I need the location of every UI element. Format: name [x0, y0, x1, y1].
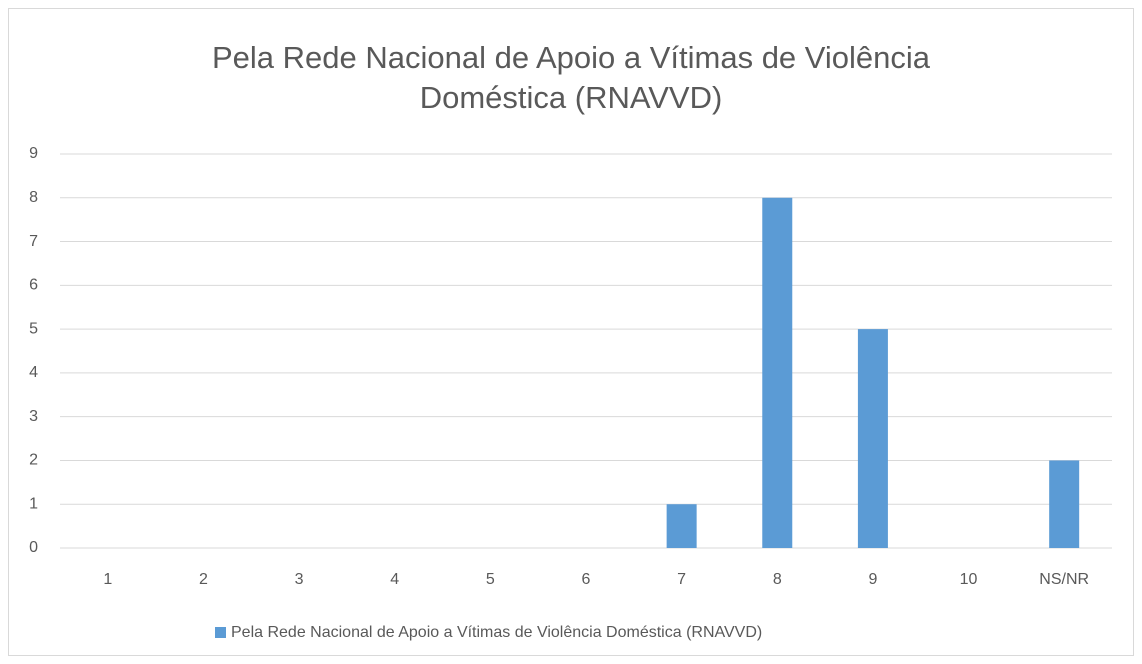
- x-tick-label: 9: [868, 571, 877, 588]
- y-tick-label: 9: [29, 145, 38, 162]
- x-tick-label: 1: [103, 571, 112, 588]
- y-tick-label: 8: [29, 189, 38, 206]
- bar: [1049, 460, 1080, 548]
- x-tick-label: 5: [486, 571, 495, 588]
- x-tick-label: NS/NR: [1039, 571, 1089, 588]
- x-tick-label: 8: [773, 571, 782, 588]
- x-tick-label: 4: [390, 571, 399, 588]
- bar: [762, 197, 793, 548]
- x-tick-label: 2: [199, 571, 208, 588]
- chart-title: Pela Rede Nacional de Apoio a Vítimas de…: [211, 40, 931, 115]
- x-tick-label: 3: [295, 571, 304, 588]
- legend-label: Pela Rede Nacional de Apoio a Vítimas de…: [231, 624, 762, 641]
- y-tick-label: 6: [29, 277, 38, 294]
- bar: [857, 329, 888, 548]
- chart-frame: [8, 8, 1134, 656]
- y-tick-label: 7: [29, 233, 38, 250]
- x-tick-label: 10: [960, 571, 978, 588]
- y-tick-label: 5: [29, 320, 38, 337]
- legend-swatch: [215, 627, 226, 638]
- y-tick-label: 3: [29, 408, 38, 425]
- y-tick-label: 4: [29, 364, 38, 381]
- x-tick-label: 7: [677, 571, 686, 588]
- x-tick-label: 6: [582, 571, 591, 588]
- bar: [666, 504, 697, 548]
- y-tick-label: 0: [29, 539, 38, 556]
- y-tick-label: 1: [29, 495, 38, 512]
- y-tick-label: 2: [29, 452, 38, 469]
